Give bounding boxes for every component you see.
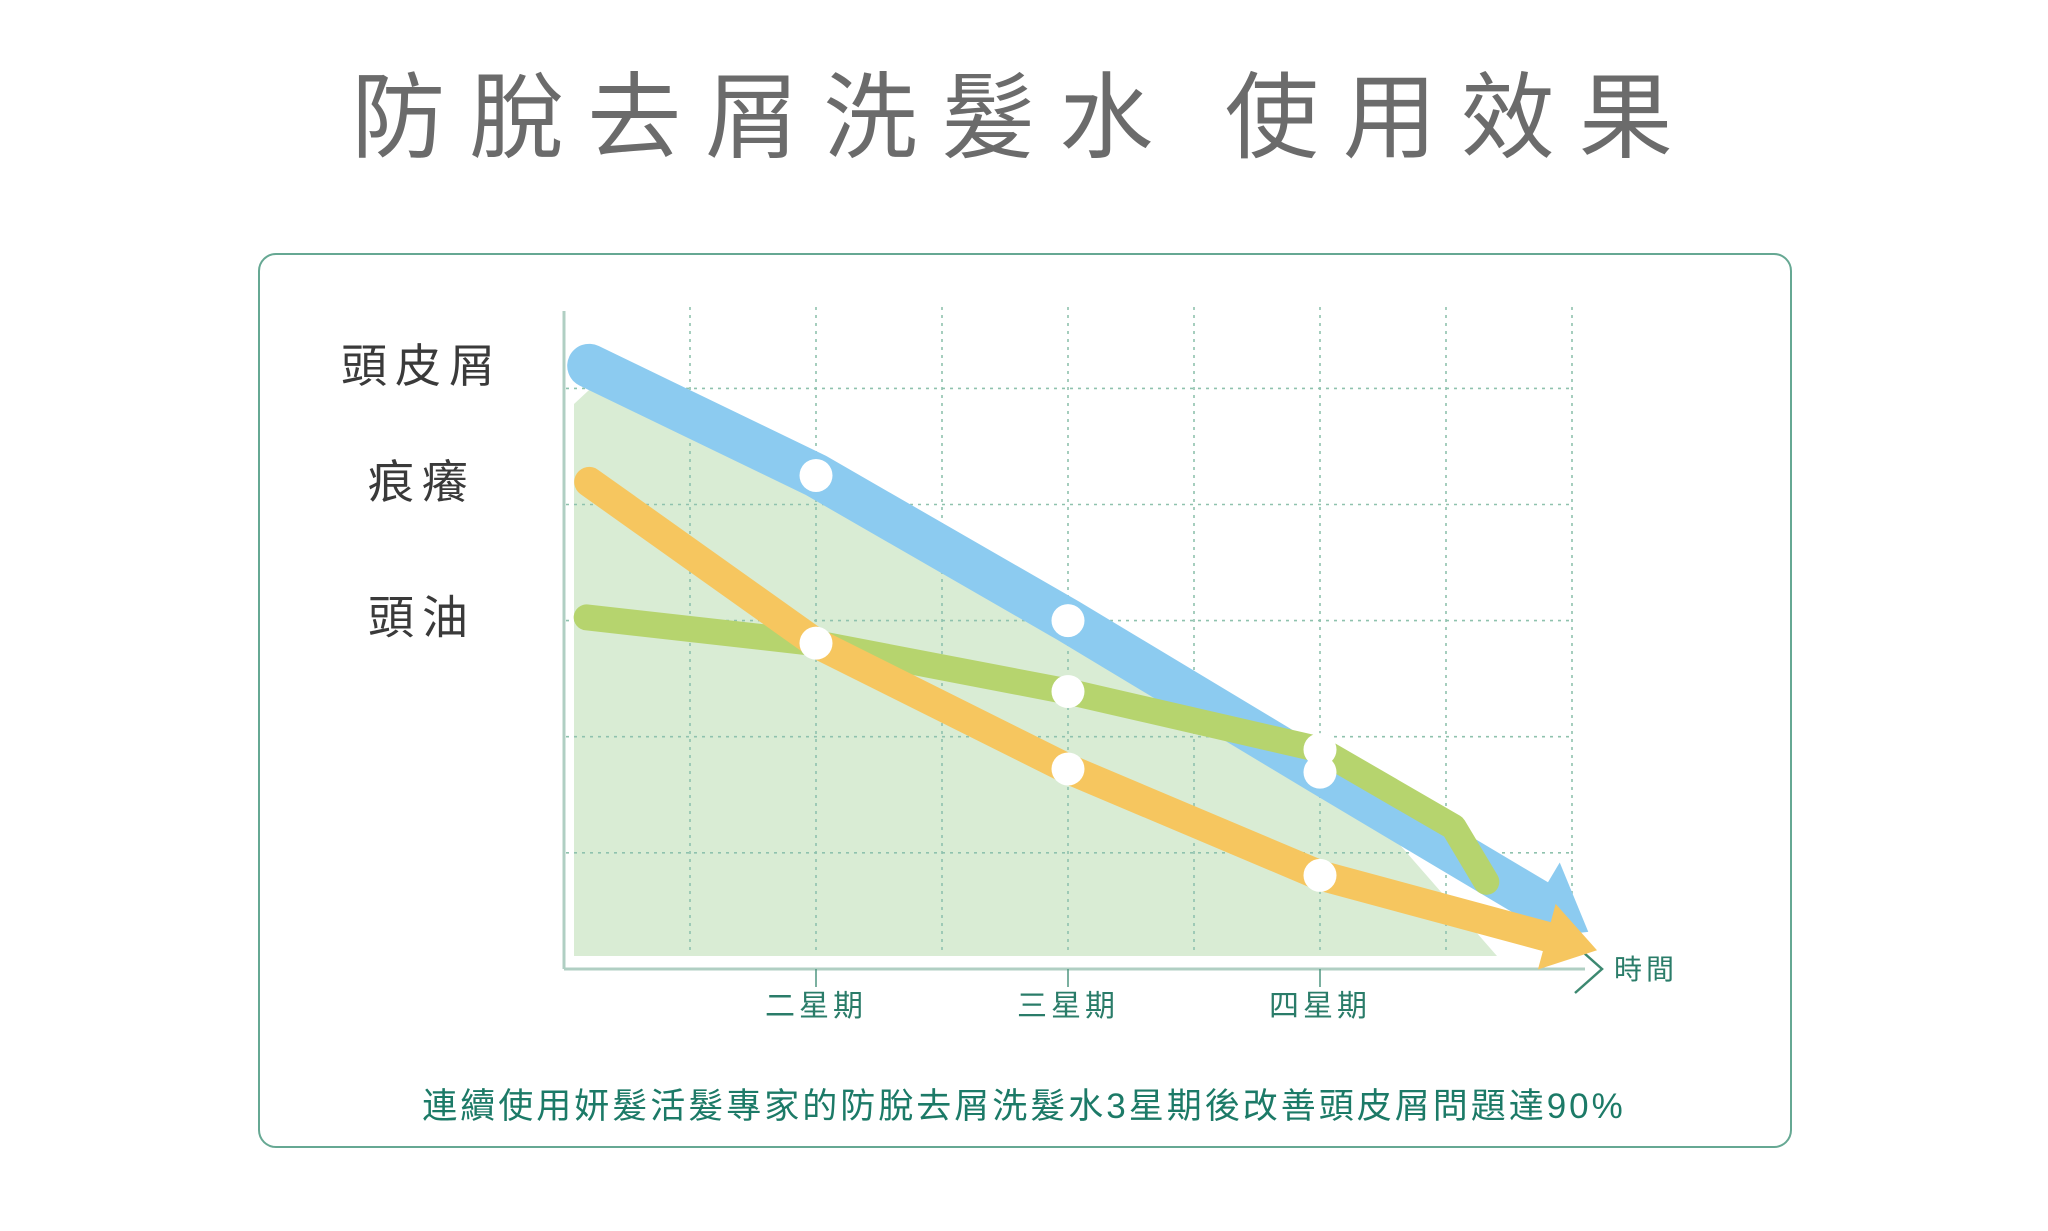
data-point-marker: [1303, 858, 1337, 892]
x-tick-label: 三星期: [1017, 990, 1119, 1023]
data-point-marker: [1051, 675, 1085, 709]
series-line: [573, 604, 1500, 895]
chart-caption: 連續使用妍髮活髮專家的防脫去屑洗髮水3星期後改善頭皮屑問題達90%: [422, 1087, 1626, 1126]
data-point-marker: [1051, 752, 1085, 786]
x-tick-label: 二星期: [765, 990, 867, 1023]
data-point-marker: [1051, 604, 1085, 638]
data-point-marker: [1303, 755, 1337, 789]
series-label: 痕癢: [368, 456, 476, 508]
data-point-marker: [799, 626, 833, 660]
data-point-marker: [799, 458, 833, 492]
x-axis-title: 時間: [1614, 954, 1678, 985]
data-point-marker: [1303, 733, 1337, 767]
series-label: 頭皮屑: [341, 340, 503, 392]
series-label: 頭油: [368, 591, 476, 643]
x-tick-label: 四星期: [1269, 990, 1371, 1023]
orange-arrowhead-icon: [1537, 903, 1598, 970]
page-title: 防脫去屑洗髮水 使用效果: [351, 67, 1697, 171]
